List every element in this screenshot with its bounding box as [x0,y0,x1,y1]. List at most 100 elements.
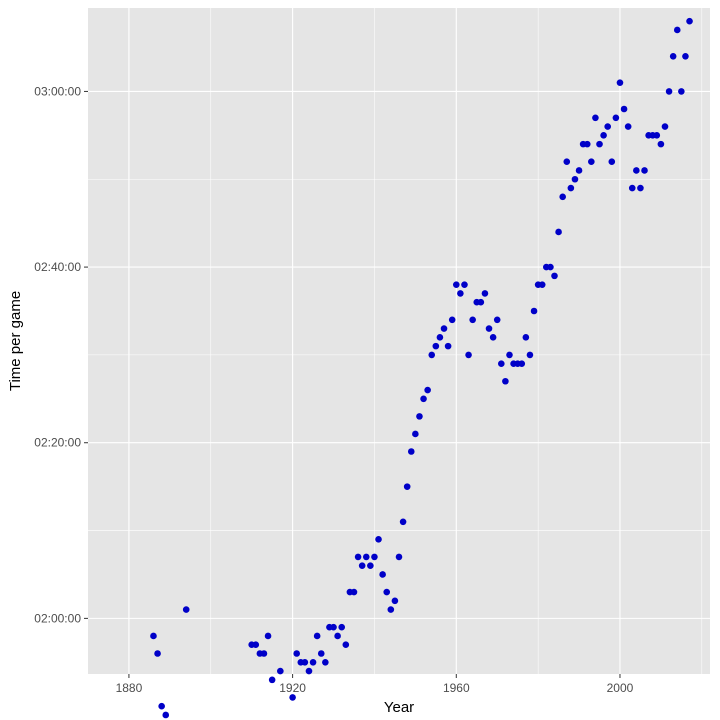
data-point [624,123,632,130]
data-point [686,17,693,25]
data-point [387,606,395,613]
data-point [673,26,681,34]
data-point [522,334,530,341]
data-point [547,263,554,271]
data-point [428,351,436,359]
data-point [485,325,493,332]
data-point [653,132,661,139]
data-point [563,158,571,165]
data-point [371,553,378,561]
data-point [338,623,346,631]
data-point [399,518,407,526]
data-point [526,351,534,359]
data-point [305,667,313,675]
data-point [665,88,673,95]
data-point [264,632,272,640]
data-point [432,342,440,350]
data-point [583,140,591,148]
data-point [158,702,165,710]
data-point [641,167,648,174]
data-point [289,694,296,701]
data-point [669,53,677,60]
data-point [530,307,538,315]
data-point [182,606,190,613]
data-point [440,325,448,332]
data-point [616,79,624,86]
data-point [322,658,329,666]
data-point [313,632,321,640]
data-point [362,553,370,561]
data-point [575,167,583,174]
data-point [268,676,276,684]
data-point [379,571,386,578]
data-point [628,184,636,192]
data-point [612,114,620,122]
data-point [538,281,546,288]
data-point [678,88,685,95]
data-point [416,413,423,420]
data-point [661,123,669,130]
data-point [567,184,575,192]
data-point [354,553,362,561]
data-point [559,193,566,201]
data-point [477,298,485,306]
data-point [358,562,366,569]
data-point [498,360,505,367]
data-point [309,658,317,666]
y-tick-label: 02:00:00 [34,611,81,625]
data-point [412,430,419,438]
data-point [150,632,157,640]
data-point [600,132,607,139]
data-point [571,175,579,183]
data-point [465,351,472,359]
data-point [457,290,464,297]
data-point [301,658,309,666]
x-tick-label: 1960 [443,681,470,695]
data-point [682,53,689,60]
data-point [375,536,382,543]
data-point [608,158,616,165]
data-point [317,650,325,657]
data-point [444,342,452,350]
data-point [252,641,260,649]
data-point [551,272,558,280]
data-point [637,184,644,192]
data-point [162,711,170,719]
y-axis-title: Time per game [7,291,24,391]
data-point [461,281,468,288]
data-points [150,17,693,719]
data-point [350,588,358,596]
data-point [596,140,603,148]
data-point [383,588,391,596]
y-tick-label: 02:20:00 [34,436,81,450]
data-point [469,316,476,324]
data-point [334,632,341,640]
data-point [293,650,300,657]
data-point [391,597,399,605]
data-point [424,386,431,394]
data-point [395,553,403,561]
x-tick-label: 1920 [279,681,306,695]
data-point [277,667,284,675]
x-tick-label: 2000 [607,681,634,695]
data-point [407,448,415,455]
data-point [518,360,526,367]
data-point [481,290,489,297]
data-point [592,114,599,122]
data-point [452,281,460,288]
data-point [588,158,595,165]
axes: 1880 1920 1960 2000 02:00:00 02:20:00 02:40:00… [34,84,633,695]
data-point [620,105,628,113]
x-axis-title: Year [384,699,414,716]
data-point [330,623,337,631]
panel-background [88,8,710,674]
data-point [489,334,497,341]
data-point [448,316,456,324]
data-point [657,140,665,148]
data-point [506,351,513,359]
data-point [604,123,611,130]
data-point [436,334,444,341]
data-point [493,316,501,324]
